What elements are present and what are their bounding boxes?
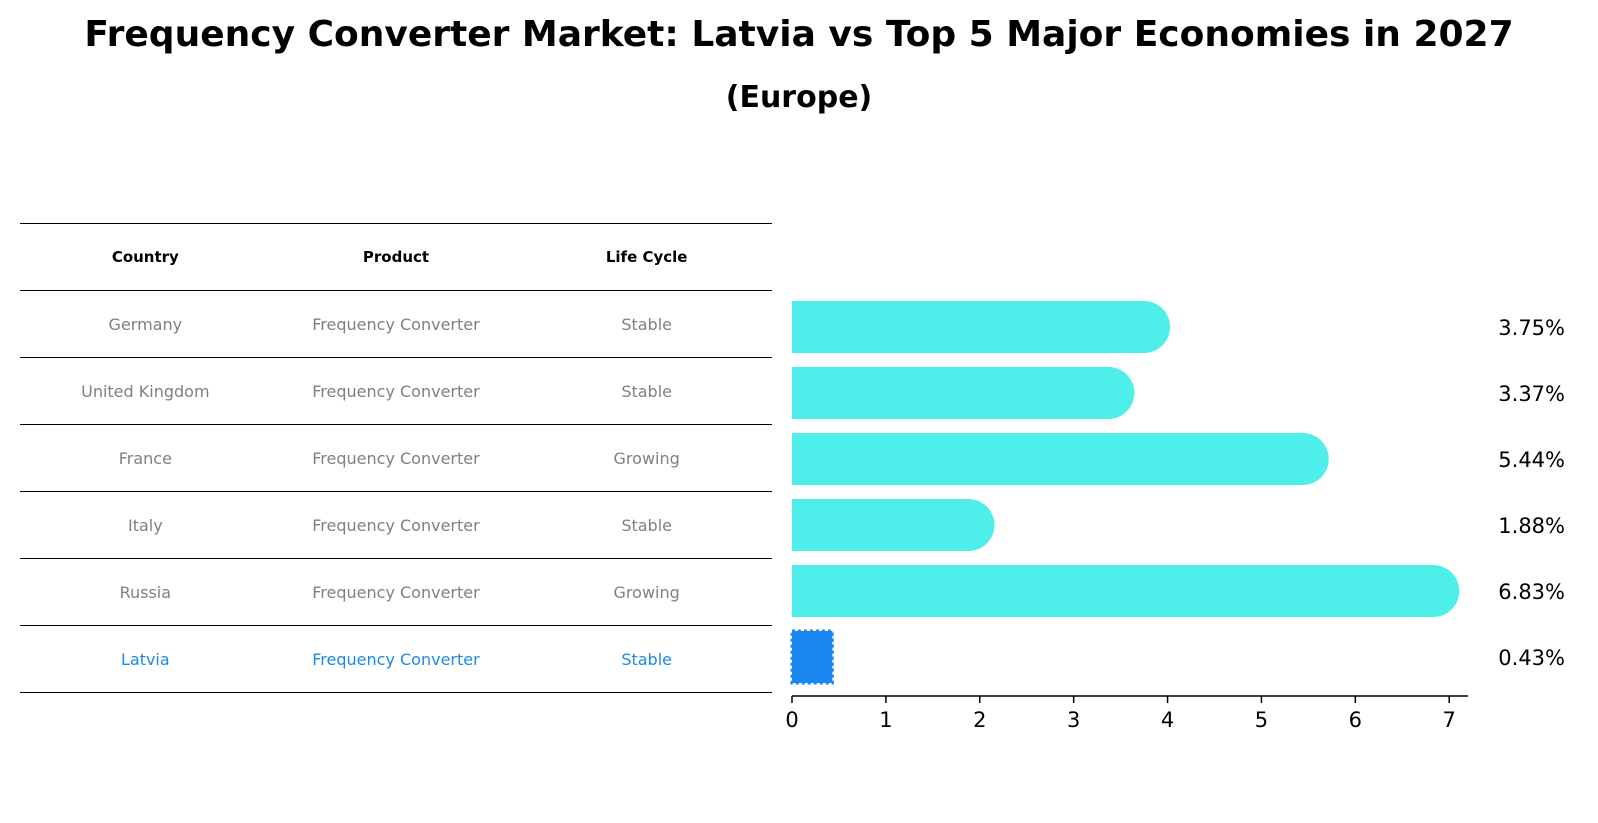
bar [792,367,1135,419]
x-tick-label: 1 [879,708,892,732]
bar-value-label: 0.43% [1498,646,1565,670]
cell-life-cycle: Stable [521,491,772,559]
cell-product: Frequency Converter [270,290,522,358]
bar-value-label: 1.88% [1498,514,1565,538]
cell-country: France [20,424,271,492]
table-row: France Frequency Converter Growing [20,424,772,492]
x-tick-label: 7 [1443,708,1456,732]
cell-country: Russia [20,558,271,626]
cell-product: Frequency Converter [270,491,522,559]
bar [792,433,1329,485]
cell-product: Frequency Converter [270,357,522,425]
table-row: Russia Frequency Converter Growing [20,558,772,626]
header-life-cycle: Life Cycle [521,223,772,291]
bar-value-label: 5.44% [1498,448,1565,472]
table-row: Germany Frequency Converter Stable [20,290,772,358]
x-tick-label: 3 [1067,708,1080,732]
cell-life-cycle: Growing [521,424,772,492]
x-tick-label: 4 [1161,708,1174,732]
bar-value-label: 6.83% [1498,580,1565,604]
bar-value-label: 3.75% [1498,316,1565,340]
table-row-highlight: Latvia Frequency Converter Stable [20,625,772,693]
cell-life-cycle: Stable [521,357,772,425]
data-table: Country Product Life Cycle Germany Frequ… [20,223,772,693]
cell-life-cycle: Growing [521,558,772,626]
x-tick-label: 6 [1349,708,1362,732]
chart-title: Frequency Converter Market: Latvia vs To… [84,14,1514,55]
table-row: Italy Frequency Converter Stable [20,491,772,559]
chart-subtitle: (Europe) [725,80,873,115]
bar [792,499,995,551]
cell-country: Latvia [20,625,271,693]
bar [792,301,1171,353]
header-country: Country [20,223,271,291]
table-row: United Kingdom Frequency Converter Stabl… [20,357,772,425]
cell-life-cycle: Stable [521,290,772,358]
bar-value-label: 3.37% [1498,382,1565,406]
cell-life-cycle: Stable [521,625,772,693]
cell-country: United Kingdom [20,357,271,425]
x-tick-label: 2 [973,708,986,732]
cell-product: Frequency Converter [270,625,522,693]
cell-product: Frequency Converter [270,424,522,492]
header-product: Product [270,223,522,291]
cell-country: Italy [20,491,271,559]
cell-country: Germany [20,290,271,358]
bar [792,565,1460,617]
x-tick-label: 5 [1255,708,1268,732]
table-header-row: Country Product Life Cycle [20,223,772,291]
bar-highlight [790,629,834,685]
x-tick-label: 0 [785,708,798,732]
